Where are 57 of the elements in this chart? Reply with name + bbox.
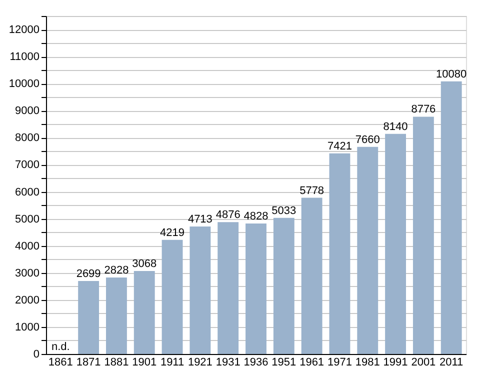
y-tick-label: 1000 (15, 321, 40, 334)
y-tick-label: 10000 (8, 78, 40, 90)
bar (190, 226, 211, 354)
y-tick-label: 7000 (15, 159, 40, 172)
bar (357, 146, 378, 354)
x-tick-label: 1931 (216, 356, 240, 368)
data-label: 4828 (244, 210, 268, 222)
bar (106, 278, 127, 354)
bar (412, 116, 434, 354)
bar (440, 81, 462, 354)
x-tick-label: 1871 (76, 356, 101, 368)
y-tick-label: 0 (33, 348, 40, 360)
x-tick-label: 2001 (411, 356, 436, 368)
bar (162, 240, 183, 354)
x-tick-label: 1921 (188, 356, 212, 368)
bar (218, 222, 239, 354)
y-tick-label: 12000 (8, 24, 40, 36)
y-tick-label: 4000 (15, 240, 40, 252)
bar (246, 223, 266, 354)
data-label: 4876 (216, 209, 240, 222)
data-label: 8776 (411, 104, 436, 116)
x-tick-label: 1911 (160, 356, 184, 368)
data-label: 10080 (436, 68, 467, 80)
data-label: 4219 (160, 226, 185, 239)
y-tick-label: 3000 (15, 267, 40, 280)
text: n.d. (51, 341, 70, 353)
data-label: 2699 (76, 268, 101, 280)
data-label: 5033 (272, 204, 296, 217)
x-tick-label: 1951 (272, 356, 296, 368)
data-label: 7421 (327, 140, 352, 152)
y-tick-label: 11000 (10, 51, 40, 64)
data-label: 3068 (132, 258, 157, 270)
y-tick-label: 6000 (15, 186, 40, 198)
x-tick-label: 2011 (440, 356, 464, 368)
data-label: 2828 (104, 264, 129, 277)
y-tick-label: 5000 (15, 213, 40, 226)
bar (385, 134, 406, 354)
x-tick-label: 1991 (383, 356, 408, 368)
x-tick-label: 1961 (300, 356, 324, 368)
x-tick-label: 1901 (132, 356, 157, 368)
x-tick-label: 1861 (48, 356, 73, 368)
data-label: 7660 (355, 134, 380, 146)
data-label: 5778 (300, 184, 324, 197)
bar (134, 271, 155, 354)
y-tick-label: 8000 (15, 132, 40, 144)
y-tick-label: 2000 (15, 294, 40, 306)
bar (329, 153, 350, 354)
x-tick-label: 1881 (104, 356, 129, 368)
data-label: 8140 (383, 120, 408, 133)
x-tick-label: 1971 (327, 356, 352, 368)
x-tick-label: 1981 (355, 356, 380, 368)
y-tick-label: 9000 (15, 105, 40, 118)
bar (78, 281, 100, 354)
data-label: 4713 (188, 214, 212, 226)
bar (273, 218, 294, 354)
x-tick-label: 1936 (244, 356, 268, 368)
bar (301, 198, 322, 354)
